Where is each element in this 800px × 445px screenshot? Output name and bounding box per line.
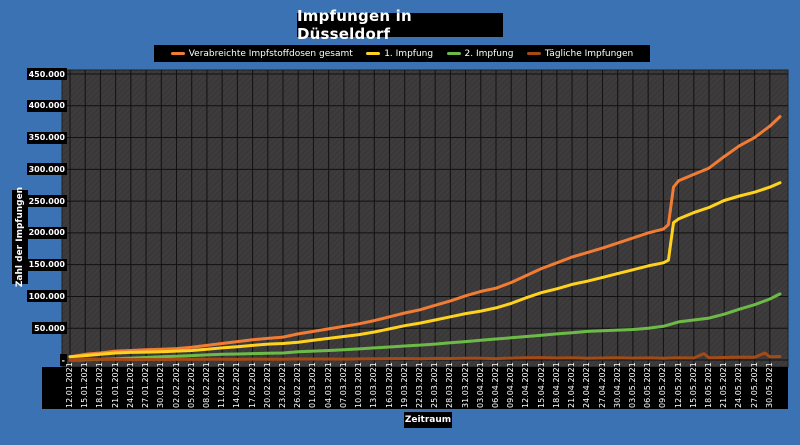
x-tick-label: 30.04.2021 [612, 362, 622, 408]
x-tick-label: 11.02.2021 [217, 362, 227, 408]
x-tick-label: 30.05.2021 [764, 362, 774, 408]
legend-item-gesamt: Verabreichte Impfstoffdosen gesamt [170, 48, 353, 59]
x-tick-label: 06.05.2021 [643, 362, 653, 408]
x-tick-label: 14.02.2021 [232, 362, 242, 408]
x-tick-label: 05.02.2021 [186, 362, 196, 408]
x-tick-label: 18.04.2021 [551, 362, 561, 408]
x-tick-label: 23.02.2021 [278, 362, 287, 408]
series-lines [68, 115, 782, 362]
x-tick-label: 24.05.2021 [734, 362, 744, 408]
x-tick-label: 17.02.2021 [247, 362, 257, 408]
x-tick-label: 18.05.2021 [704, 362, 713, 408]
x-tick-label: 24.04.2021 [582, 362, 592, 408]
x-tick-label: 19.03.2021 [399, 362, 409, 408]
legend-label: 1. Impfung [384, 48, 434, 59]
x-tick-label: 15.01.2021 [80, 362, 90, 408]
legend-swatch [526, 52, 541, 55]
x-tick-label: 24.01.2021 [125, 362, 135, 408]
x-tick-label: 26.02.2021 [293, 362, 303, 408]
y-tick-label: 450.000 [26, 68, 67, 80]
x-tick-label: 15.04.2021 [536, 362, 546, 408]
x-tick-label: 22.03.2021 [414, 362, 424, 408]
x-tick-label: 27.01.2021 [141, 362, 151, 408]
x-tick-label: 09.04.2021 [506, 362, 516, 408]
x-tick-label: 21.05.2021 [719, 362, 729, 408]
x-tick-label: 04.03.2021 [323, 362, 333, 408]
grid [62, 70, 788, 367]
x-tick-label: 07.03.2021 [338, 362, 348, 408]
y-tick-label: - [59, 354, 67, 366]
y-tick-label: 300.000 [26, 163, 67, 176]
x-tick-label: 06.04.2021 [491, 362, 500, 408]
chart-title: Impfungen in Düsseldorf [297, 7, 503, 43]
x-tick-label: 21.04.2021 [567, 362, 577, 408]
legend-label: Tägliche Impfungen [544, 48, 634, 59]
x-tick-label: 01.03.2021 [308, 362, 318, 408]
series-line-2 [68, 181, 782, 359]
series-line-3 [68, 292, 782, 362]
y-axis-label: Zahl der Impfungen [15, 186, 25, 288]
y-tick-label: 350.000 [26, 131, 67, 144]
series-line-4 [68, 351, 782, 362]
y-tick-label: 50.000 [32, 322, 67, 335]
x-tick-label: 09.05.2021 [658, 362, 668, 408]
y-tick-label: 250.000 [26, 195, 67, 208]
x-tick-label: 13.03.2021 [369, 362, 379, 408]
x-tick-label: 03.04.2021 [475, 362, 485, 408]
x-tick-label: 20.02.2021 [262, 362, 272, 408]
x-tick-label: 02.02.2021 [171, 362, 181, 408]
y-tick-label: 100.000 [26, 290, 67, 303]
x-tick-label: 12.05.2021 [673, 362, 683, 408]
legend-item-taeglich: Tägliche Impfungen [526, 48, 634, 59]
legend-item-1-impfung: 1. Impfung [366, 49, 433, 59]
x-tick-label: 25.03.2021 [430, 362, 440, 408]
x-tick-label: 18.01.2021 [95, 362, 105, 408]
x-axis-label: Zeitraum [404, 412, 452, 428]
x-tick-label: 27.05.2021 [749, 362, 759, 408]
x-tick-label: 31.03.2021 [460, 362, 470, 408]
y-axis-label-background [12, 190, 28, 284]
y-tick-label: 200.000 [26, 226, 67, 239]
x-tick-label: 10.03.2021 [354, 362, 364, 408]
legend-swatch [170, 52, 185, 55]
x-axis-band [42, 367, 788, 409]
x-tick-label: 15.05.2021 [688, 362, 698, 408]
x-tick-label: 16.03.2021 [384, 362, 394, 408]
plot-area [61, 69, 789, 368]
x-tick-label: 30.01.2021 [156, 362, 166, 408]
series-line-1 [68, 115, 782, 359]
legend: Verabreichte Impfstoffdosen gesamt 1. Im… [154, 45, 650, 62]
x-tick-label: 08.02.2021 [201, 362, 211, 408]
legend-item-2-impfung: 2. Impfung [446, 48, 514, 59]
legend-swatch [366, 52, 381, 55]
x-tick-label: 03.05.2021 [627, 362, 637, 408]
x-tick-label: 28.03.2021 [445, 362, 455, 408]
x-tick-label: 21.01.2021 [110, 362, 120, 408]
x-tick-label: 27.04.2021 [597, 362, 607, 408]
x-tick-label: 12.01.2021 [65, 362, 74, 408]
legend-label: 2. Impfung [464, 48, 514, 59]
y-tick-label: 400.000 [26, 99, 67, 112]
y-tick-label: 150.000 [26, 258, 67, 271]
legend-swatch [446, 52, 461, 55]
x-tick-label: 12.04.2021 [521, 362, 531, 408]
legend-label: Verabreichte Impfstoffdosen gesamt [188, 48, 353, 59]
